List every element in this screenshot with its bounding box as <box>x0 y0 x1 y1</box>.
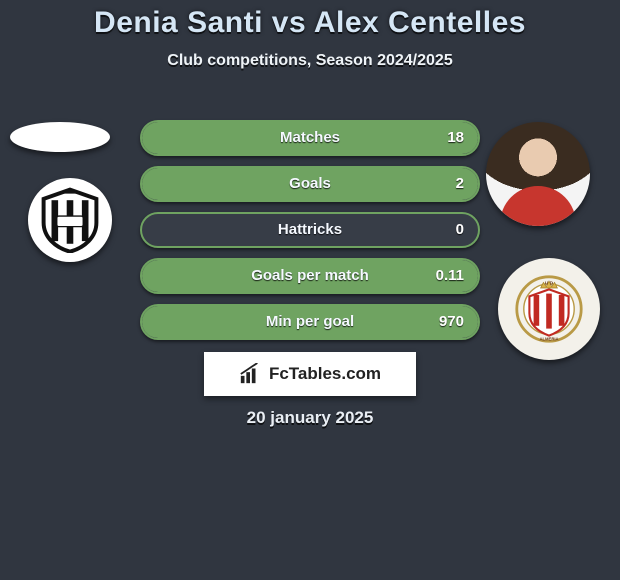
svg-text:U D: U D <box>545 281 554 287</box>
barchart-icon <box>239 363 261 385</box>
stat-row-goals: Goals 2 <box>140 166 480 202</box>
stat-label: Goals per match <box>142 260 478 292</box>
shield-icon <box>37 187 103 253</box>
stat-label: Hattricks <box>142 214 478 246</box>
page-title: Denia Santi vs Alex Centelles <box>0 0 620 40</box>
player-right-avatar <box>486 122 590 226</box>
shield-icon: U D ALMERIA <box>514 274 584 344</box>
stat-row-goals-per-match: Goals per match 0.11 <box>140 258 480 294</box>
stat-value-right: 0.11 <box>436 260 464 292</box>
stats-container: Matches 18 Goals 2 Hattricks 0 Goals per… <box>140 120 480 350</box>
stat-label: Goals <box>142 168 478 200</box>
svg-text:ALMERIA: ALMERIA <box>539 337 558 342</box>
player-left-avatar <box>10 122 110 152</box>
brand-watermark: FcTables.com <box>204 352 416 396</box>
stat-value-right: 970 <box>439 306 464 338</box>
stat-row-hattricks: Hattricks 0 <box>140 212 480 248</box>
stat-value-right: 18 <box>447 122 464 154</box>
brand-text: FcTables.com <box>269 364 381 384</box>
stat-value-right: 0 <box>456 214 464 246</box>
albacete-crest <box>28 178 112 262</box>
subtitle: Club competitions, Season 2024/2025 <box>0 52 620 70</box>
stat-row-matches: Matches 18 <box>140 120 480 156</box>
stat-label: Min per goal <box>142 306 478 338</box>
stat-value-right: 2 <box>456 168 464 200</box>
generation-date: 20 january 2025 <box>0 408 620 428</box>
stat-row-min-per-goal: Min per goal 970 <box>140 304 480 340</box>
almeria-crest: U D ALMERIA <box>498 258 600 360</box>
stat-label: Matches <box>142 122 478 154</box>
